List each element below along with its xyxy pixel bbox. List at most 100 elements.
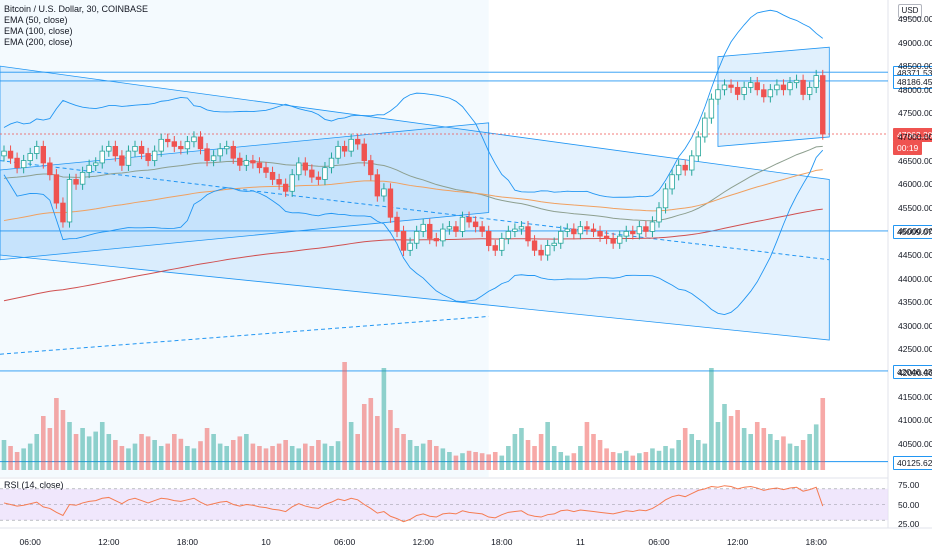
rsi-legend[interactable]: RSI (14, close) (4, 480, 64, 490)
candle-body (787, 82, 793, 91)
volume-bar (630, 455, 636, 470)
volume-bar (283, 440, 288, 470)
volume-bar (696, 440, 701, 470)
volume-bar (224, 446, 229, 470)
x-tick-label: 11 (575, 537, 585, 547)
candle-body (427, 223, 433, 239)
candle-body (767, 89, 774, 98)
candle-body (702, 117, 708, 138)
ema50-legend[interactable]: EMA (50, close) (4, 15, 68, 25)
candle-body (466, 216, 472, 223)
candle-body (119, 155, 125, 166)
candle-body (191, 136, 197, 143)
candle-body (551, 242, 557, 246)
volume-bar (158, 446, 164, 470)
volume-bar (60, 410, 66, 470)
candle-body (132, 146, 138, 152)
x-tick-label: 18:00 (176, 537, 199, 547)
candle-body (165, 138, 171, 143)
volume-bar (584, 422, 590, 470)
volume-bar (368, 398, 374, 470)
candle-body (544, 245, 551, 256)
candle-body (649, 221, 656, 232)
volume-bar (204, 428, 210, 470)
candle-body (728, 84, 734, 88)
y-tick-label: 43500.00 (898, 297, 932, 308)
price-tag: 45009.07 (893, 224, 932, 239)
volume-bar (375, 416, 380, 470)
x-tick-label: 10 (261, 537, 271, 547)
x-tick-label: 06:00 (648, 537, 670, 547)
volume-bar (257, 446, 262, 470)
volume-bar (787, 443, 793, 470)
ema50-line (3, 145, 823, 222)
candle-body (178, 146, 184, 150)
volume-bar (781, 436, 786, 470)
volume-bar (54, 398, 59, 470)
volume-bar (388, 410, 393, 470)
candle-body (138, 146, 145, 154)
candle-body (341, 146, 348, 152)
volume-bar (800, 440, 806, 470)
candle-body (47, 162, 53, 176)
y-tick-label: 40500.00 (898, 438, 932, 449)
candle-body (669, 174, 675, 190)
volume-bar (21, 448, 26, 470)
candle-body (237, 157, 243, 166)
regression-midline (0, 160, 830, 261)
volume-bar (578, 446, 583, 470)
volume-bar (748, 434, 753, 470)
symbol-title[interactable]: Bitcoin / U.S. Dollar, 30, COINBASE (4, 4, 149, 14)
y-tick-label: 41500.00 (898, 391, 932, 402)
volume-bar (473, 452, 478, 470)
candle-body (695, 136, 701, 157)
volume-bar (401, 434, 406, 470)
volume-bar (722, 404, 727, 470)
candle-body (53, 174, 60, 204)
volume-bar (381, 368, 387, 470)
volume-bar (597, 440, 603, 470)
price-tag: 42046.43 (893, 364, 932, 379)
ema100-legend[interactable]: EMA (100, close) (4, 26, 73, 36)
candle-body (204, 148, 210, 161)
volume-bar (571, 453, 577, 470)
ema200-legend[interactable]: EMA (200, close) (4, 37, 73, 47)
candle-body (492, 245, 498, 251)
candle-body (145, 153, 151, 161)
currency-button[interactable]: USD (898, 4, 922, 18)
volume-bar (813, 424, 819, 470)
volume-bar (99, 422, 105, 470)
candle-body (20, 160, 27, 169)
candle-body (590, 228, 597, 232)
candle-body (374, 174, 381, 197)
candle-body (820, 75, 826, 135)
volume-bar (165, 443, 171, 470)
candle-body (184, 141, 191, 150)
volume-bar (47, 428, 53, 470)
candle-body (387, 188, 394, 218)
volume-bar (715, 422, 721, 470)
candle-body (571, 228, 577, 235)
volume-bar (676, 440, 681, 470)
candle-body (14, 157, 20, 169)
candle-body (617, 235, 623, 244)
candle-body (597, 231, 603, 237)
volume-bar (774, 440, 780, 470)
volume-bar (807, 434, 812, 470)
candle-body (106, 146, 112, 152)
volume-bar (741, 428, 747, 470)
x-tick-label: 12:00 (726, 537, 749, 547)
volume-bar (434, 446, 439, 470)
volume-bar (27, 443, 33, 470)
x-tick-label: 06:00 (19, 537, 41, 547)
volume-bar (211, 434, 216, 470)
y-tick-label: 42500.00 (898, 344, 932, 355)
bollinger-lower (3, 149, 824, 316)
ema200-line (3, 208, 823, 302)
candle-body (230, 146, 236, 159)
volume-bar (119, 446, 125, 470)
regression-lower-dash (0, 315, 489, 355)
candle-body (774, 84, 780, 91)
candle-body (354, 138, 361, 145)
